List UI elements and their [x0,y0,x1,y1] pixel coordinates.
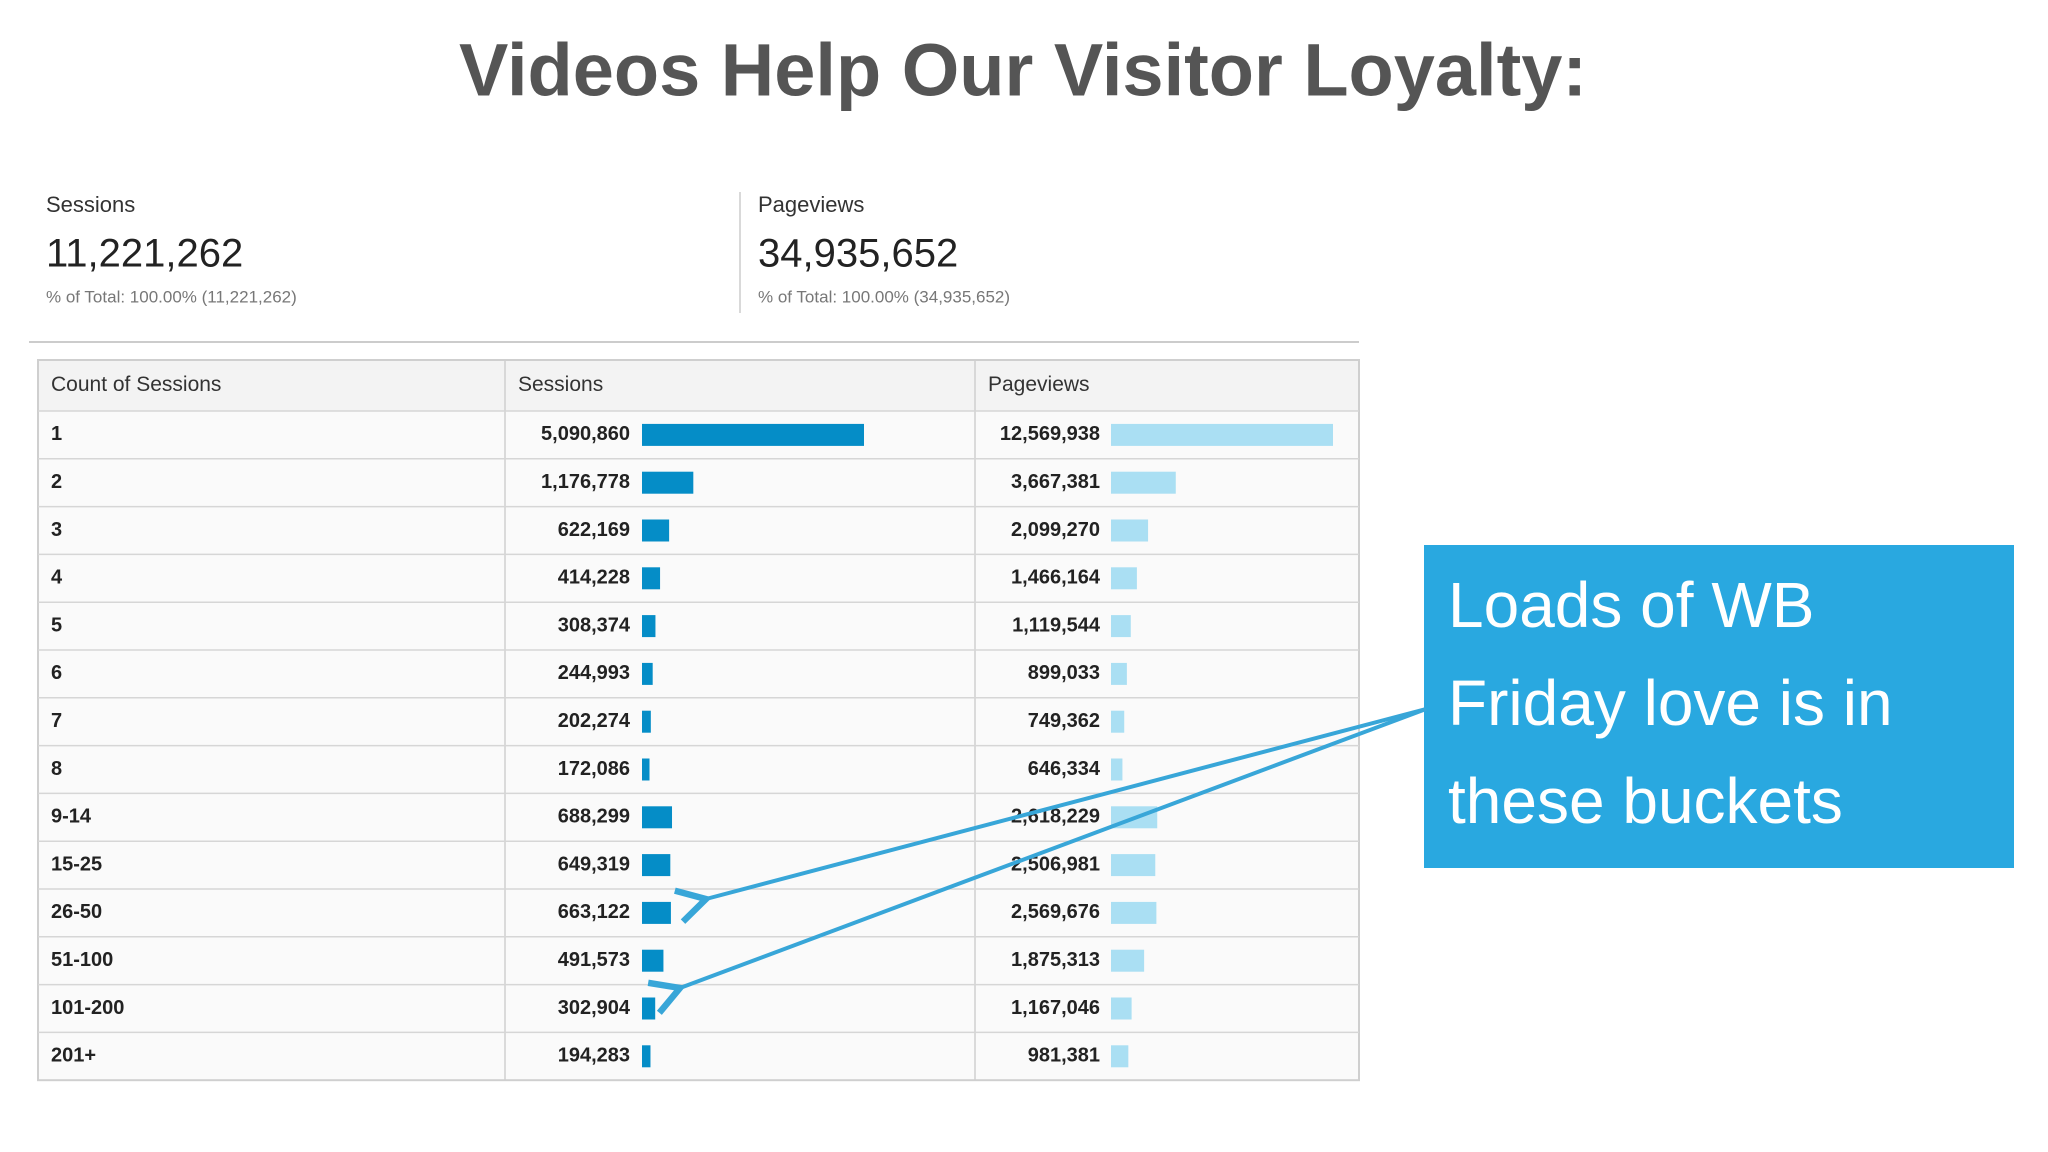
pageviews-bar [1111,615,1131,638]
row-label: 3 [51,519,62,541]
row-label: 6 [51,662,62,684]
callout-line: these buckets [1448,765,1843,837]
pageviews-bar [1111,997,1132,1020]
pageviews-bar [1111,471,1176,494]
sessions-bar [642,997,656,1020]
column-header: Pageviews [988,373,1090,396]
cell-value: 2,506,981 [1011,853,1100,875]
metric-label: Pageviews [758,192,864,217]
row-label: 15-25 [51,853,102,875]
cell-value: 244,993 [558,662,630,684]
cell-value: 749,362 [1028,710,1100,732]
row-label: 51-100 [51,949,113,971]
row-label: 2 [51,471,62,493]
cell-value: 646,334 [1028,758,1101,780]
cell-value: 899,033 [1028,662,1100,684]
arrow [647,707,1427,1015]
metric-note: % of Total: 100.00% (34,935,652) [758,287,1010,306]
sessions-bar [642,710,651,733]
sessions-bar [642,1045,651,1068]
metric-value: 34,935,652 [758,232,958,276]
pageviews-bar [1111,662,1127,685]
row-label: 26-50 [51,901,102,923]
cell-value: 981,381 [1028,1045,1100,1067]
pageviews-bar [1111,710,1125,733]
sessions-bar [642,471,694,494]
row-label: 201+ [51,1045,96,1067]
cell-value: 491,573 [558,949,630,971]
pageviews-bar [1111,758,1123,781]
cell-value: 3,667,381 [1011,471,1100,493]
cell-value: 1,466,164 [1011,567,1101,589]
sessions-bar [642,949,664,972]
row-label: 101-200 [51,997,124,1019]
sessions-bar [642,519,670,542]
row-label: 8 [51,758,62,780]
cell-value: 649,319 [558,853,630,875]
pageviews-bar [1111,519,1149,542]
row-label: 7 [51,710,62,732]
sessions-bar [642,901,671,924]
sessions-bar [642,758,650,781]
callout-text: Loads of WB Friday love is in these bucket… [1448,569,1893,837]
cell-value: 414,228 [558,567,630,589]
sessions-bar [642,806,673,829]
pageviews-bar [1111,949,1145,972]
cell-value: 688,299 [558,806,630,828]
pageviews-bar [1111,854,1156,877]
row-label: 9-14 [51,806,92,828]
metric-note: % of Total: 100.00% (11,221,262) [46,287,297,306]
metric-value: 11,221,262 [46,232,243,276]
column-header: Sessions [518,373,603,396]
cell-value: 2,099,270 [1011,519,1100,541]
cell-value: 12,569,938 [1000,423,1100,445]
metric-label: Sessions [46,192,135,217]
cell-value: 308,374 [558,614,631,636]
table-header-bg [38,360,1359,411]
cell-value: 5,090,860 [541,423,630,445]
callout-line: Friday love is in [1448,667,1893,739]
cell-value: 663,122 [558,901,630,923]
sessions-bar [642,662,653,685]
cell-value: 302,904 [558,997,631,1019]
cell-value: 172,086 [558,758,630,780]
row-label: 1 [51,423,62,445]
sessions-bar [642,615,656,638]
sessions-bar [642,423,864,446]
data-table: Count of Sessions Sessions Pageviews 1 5,090… [37,359,1360,1082]
sessions-bar [642,567,661,590]
row-label: 4 [51,567,63,589]
row-label: 5 [51,614,62,636]
cell-value: 622,169 [558,519,630,541]
callout-line: Loads of WB [1448,569,1814,641]
pageviews-bar [1111,901,1157,924]
arrow [674,707,1427,924]
cell-value: 202,274 [558,710,631,732]
sessions-bar [642,854,671,877]
column-header: Count of Sessions [51,373,221,396]
pageviews-bar [1111,423,1333,446]
cell-value: 1,176,778 [541,471,630,493]
cell-value: 1,875,313 [1011,949,1100,971]
cell-value: 194,283 [558,1045,630,1067]
cell-value: 1,119,544 [1012,614,1101,636]
cell-value: 2,569,676 [1011,901,1100,923]
pageviews-bar [1111,1045,1129,1068]
pageviews-bar [1111,567,1137,590]
table-border [37,359,1360,1082]
slide-title: Videos Help Our Visitor Loyalty: [459,29,1587,112]
callout-box [1424,545,2014,868]
cell-value: 1,167,046 [1011,997,1100,1019]
